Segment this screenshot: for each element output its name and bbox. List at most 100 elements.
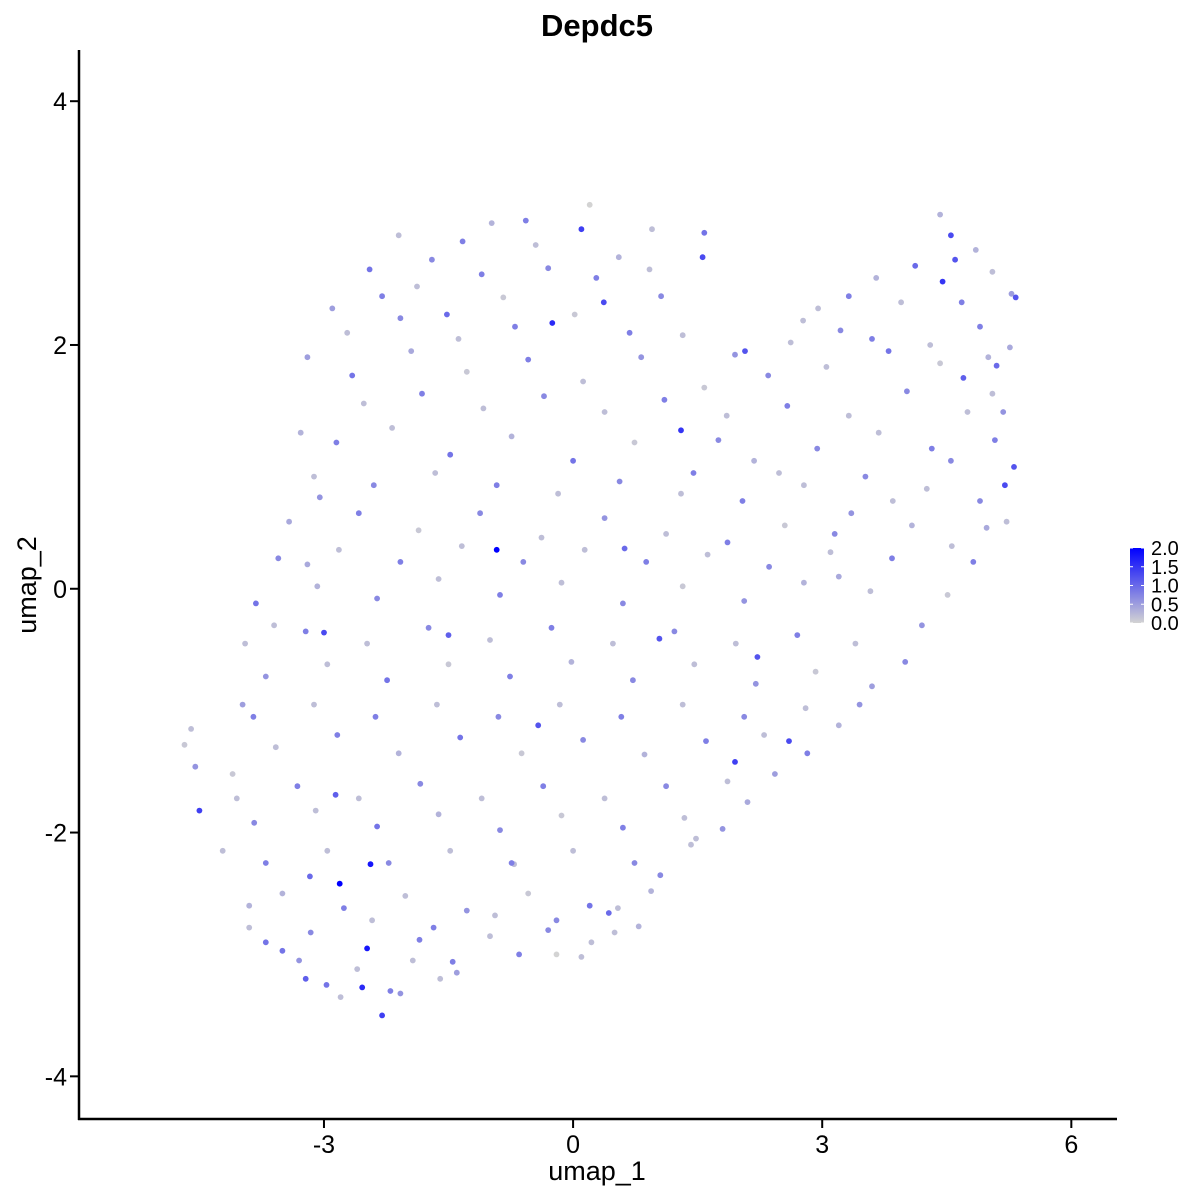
data-point bbox=[571, 311, 578, 318]
data-point bbox=[972, 247, 979, 253]
data-point bbox=[246, 902, 253, 909]
x-tick-label: 6 bbox=[1064, 1131, 1078, 1159]
data-point bbox=[525, 356, 532, 363]
data-point bbox=[800, 317, 806, 324]
data-point bbox=[703, 738, 709, 744]
data-point bbox=[279, 947, 286, 954]
data-point bbox=[367, 861, 374, 868]
data-point bbox=[649, 226, 655, 233]
data-point bbox=[374, 595, 380, 602]
data-point bbox=[657, 872, 664, 879]
data-point bbox=[555, 490, 561, 497]
legend-label: 0.5 bbox=[1151, 594, 1179, 616]
data-point bbox=[977, 498, 983, 504]
y-tick-label: 4 bbox=[53, 88, 67, 116]
data-point bbox=[701, 229, 708, 236]
data-point bbox=[518, 750, 525, 757]
data-point bbox=[630, 677, 636, 684]
data-point bbox=[495, 713, 502, 720]
data-point bbox=[374, 823, 380, 830]
data-point bbox=[535, 722, 542, 729]
data-point bbox=[425, 624, 432, 631]
data-point bbox=[724, 778, 731, 785]
data-point bbox=[434, 701, 440, 708]
data-point bbox=[414, 283, 420, 290]
data-point bbox=[586, 201, 593, 208]
data-point bbox=[723, 412, 730, 419]
data-point bbox=[307, 929, 314, 936]
data-point bbox=[678, 490, 684, 497]
data-point bbox=[447, 451, 454, 458]
data-point bbox=[889, 498, 896, 504]
data-point bbox=[688, 841, 694, 848]
data-point bbox=[435, 811, 442, 818]
data-point bbox=[279, 890, 286, 897]
data-point bbox=[323, 982, 330, 988]
data-point bbox=[904, 388, 910, 395]
data-point bbox=[370, 482, 377, 489]
data-point bbox=[835, 722, 842, 729]
data-point bbox=[845, 293, 852, 300]
data-point bbox=[580, 378, 586, 385]
data-point bbox=[455, 336, 462, 342]
data-point bbox=[553, 951, 560, 958]
data-point bbox=[601, 515, 608, 521]
data-point bbox=[679, 701, 686, 708]
data-point bbox=[262, 939, 269, 946]
data-point bbox=[302, 628, 309, 635]
data-point bbox=[432, 470, 439, 476]
data-point bbox=[635, 923, 642, 930]
data-point bbox=[297, 429, 304, 436]
data-point bbox=[538, 534, 545, 541]
data-point bbox=[251, 819, 258, 826]
data-point bbox=[679, 583, 686, 590]
data-point bbox=[480, 405, 487, 412]
data-point bbox=[616, 478, 623, 485]
data-point bbox=[724, 539, 731, 546]
data-point bbox=[463, 907, 470, 914]
data-point bbox=[359, 984, 366, 991]
data-point bbox=[661, 396, 668, 403]
data-point bbox=[615, 905, 621, 911]
data-point bbox=[372, 713, 379, 720]
data-point bbox=[445, 632, 452, 638]
data-point bbox=[525, 890, 532, 897]
data-point bbox=[449, 958, 456, 965]
data-point bbox=[366, 266, 373, 273]
data-point bbox=[545, 265, 552, 272]
data-point bbox=[989, 268, 996, 275]
data-point bbox=[493, 546, 500, 553]
data-point bbox=[296, 957, 302, 964]
data-point bbox=[620, 824, 626, 831]
data-point bbox=[429, 256, 435, 263]
data-point bbox=[715, 437, 722, 443]
data-point bbox=[970, 559, 977, 565]
data-point bbox=[314, 583, 321, 590]
data-point bbox=[522, 217, 529, 224]
data-point bbox=[944, 592, 951, 598]
data-point bbox=[437, 975, 444, 982]
data-point bbox=[233, 795, 240, 802]
data-point bbox=[409, 957, 416, 964]
data-point bbox=[548, 624, 555, 631]
data-point bbox=[360, 400, 367, 407]
data-point bbox=[804, 750, 811, 757]
data-point bbox=[1012, 294, 1019, 301]
data-point bbox=[615, 254, 622, 261]
data-point bbox=[1002, 482, 1008, 489]
data-point bbox=[419, 390, 425, 397]
data-point bbox=[570, 457, 576, 464]
data-point bbox=[815, 305, 821, 312]
data-point bbox=[294, 783, 301, 790]
legend-label: 2.0 bbox=[1151, 538, 1179, 560]
data-point bbox=[638, 354, 645, 361]
data-point bbox=[801, 482, 807, 489]
data-point bbox=[570, 847, 576, 854]
x-tick-label: 0 bbox=[566, 1131, 580, 1159]
data-point bbox=[272, 744, 279, 751]
data-point bbox=[379, 293, 385, 300]
data-point bbox=[336, 880, 343, 887]
data-point bbox=[558, 812, 565, 819]
data-point bbox=[540, 783, 547, 790]
data-point bbox=[478, 795, 485, 802]
